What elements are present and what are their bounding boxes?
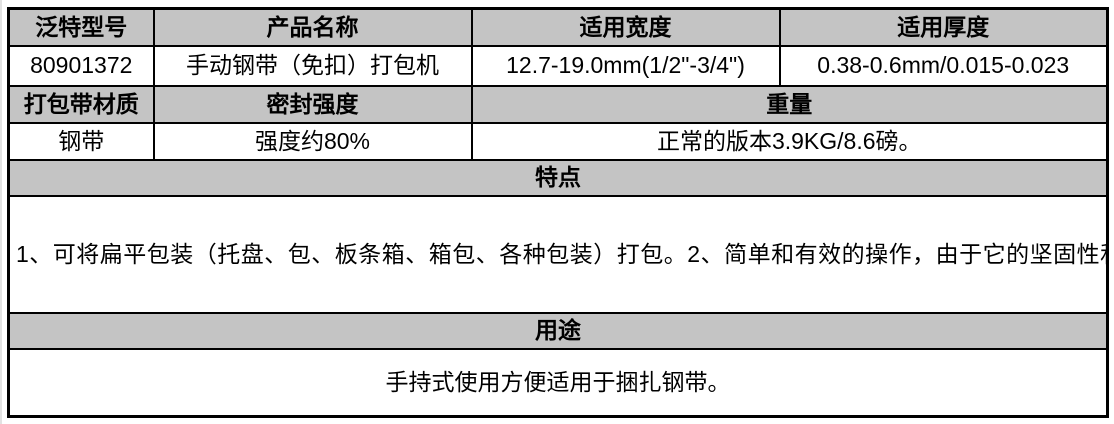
applicable-thickness-value: 0.38-0.6mm/0.015-0.023 xyxy=(778,44,1109,87)
header-applicable-thickness: 适用厚度 xyxy=(778,7,1109,47)
table-row: 1、可将扁平包装（托盘、包、板条箱、箱包、各种包装）打包。2、简单和有效的操作，… xyxy=(7,194,1109,314)
uses-text: 手持式使用方便适用于捆扎钢带。 xyxy=(7,347,1109,418)
table-row: 手持式使用方便适用于捆扎钢带。 xyxy=(7,347,1109,418)
header-applicable-width: 适用宽度 xyxy=(470,7,781,47)
table-row: 泛特型号 产品名称 适用宽度 适用厚度 xyxy=(7,7,1109,47)
applicable-width-value: 12.7-19.0mm(1/2"-3/4") xyxy=(470,44,781,87)
strap-material-value: 钢带 xyxy=(7,121,155,161)
table-row: 80901372 手动钢带（免扣）打包机 12.7-19.0mm(1/2"-3/… xyxy=(7,44,1109,87)
table-row: 特点 xyxy=(7,158,1109,197)
product-spec-table: 泛特型号 产品名称 适用宽度 适用厚度 80901372 手动钢带（免扣）打包机… xyxy=(7,7,1109,418)
features-header: 特点 xyxy=(7,158,1109,197)
table-row: 用途 xyxy=(7,311,1109,350)
features-text: 1、可将扁平包装（托盘、包、板条箱、箱包、各种包装）打包。2、简单和有效的操作，… xyxy=(7,194,1109,314)
header-seal-strength: 密封强度 xyxy=(152,84,473,124)
model-value: 80901372 xyxy=(7,44,155,87)
seal-strength-value: 强度约80% xyxy=(152,121,473,161)
header-strap-material: 打包带材质 xyxy=(7,84,155,124)
uses-header: 用途 xyxy=(7,311,1109,350)
header-model: 泛特型号 xyxy=(7,7,155,47)
table-row: 钢带 强度约80% 正常的版本3.9KG/8.6磅。 xyxy=(7,121,1109,161)
table-row: 打包带材质 密封强度 重量 xyxy=(7,84,1109,124)
header-product-name: 产品名称 xyxy=(152,7,473,47)
product-name-value: 手动钢带（免扣）打包机 xyxy=(152,44,473,87)
weight-value: 正常的版本3.9KG/8.6磅。 xyxy=(470,121,1109,161)
header-weight: 重量 xyxy=(470,84,1109,124)
